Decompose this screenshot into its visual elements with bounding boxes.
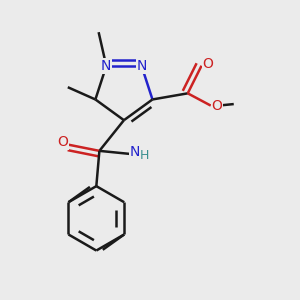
Text: O: O [57,135,68,149]
Text: O: O [202,57,213,71]
Text: H: H [140,149,149,162]
Text: N: N [101,59,112,73]
Text: O: O [212,99,222,112]
Text: N: N [136,59,147,73]
Text: N: N [130,146,140,159]
